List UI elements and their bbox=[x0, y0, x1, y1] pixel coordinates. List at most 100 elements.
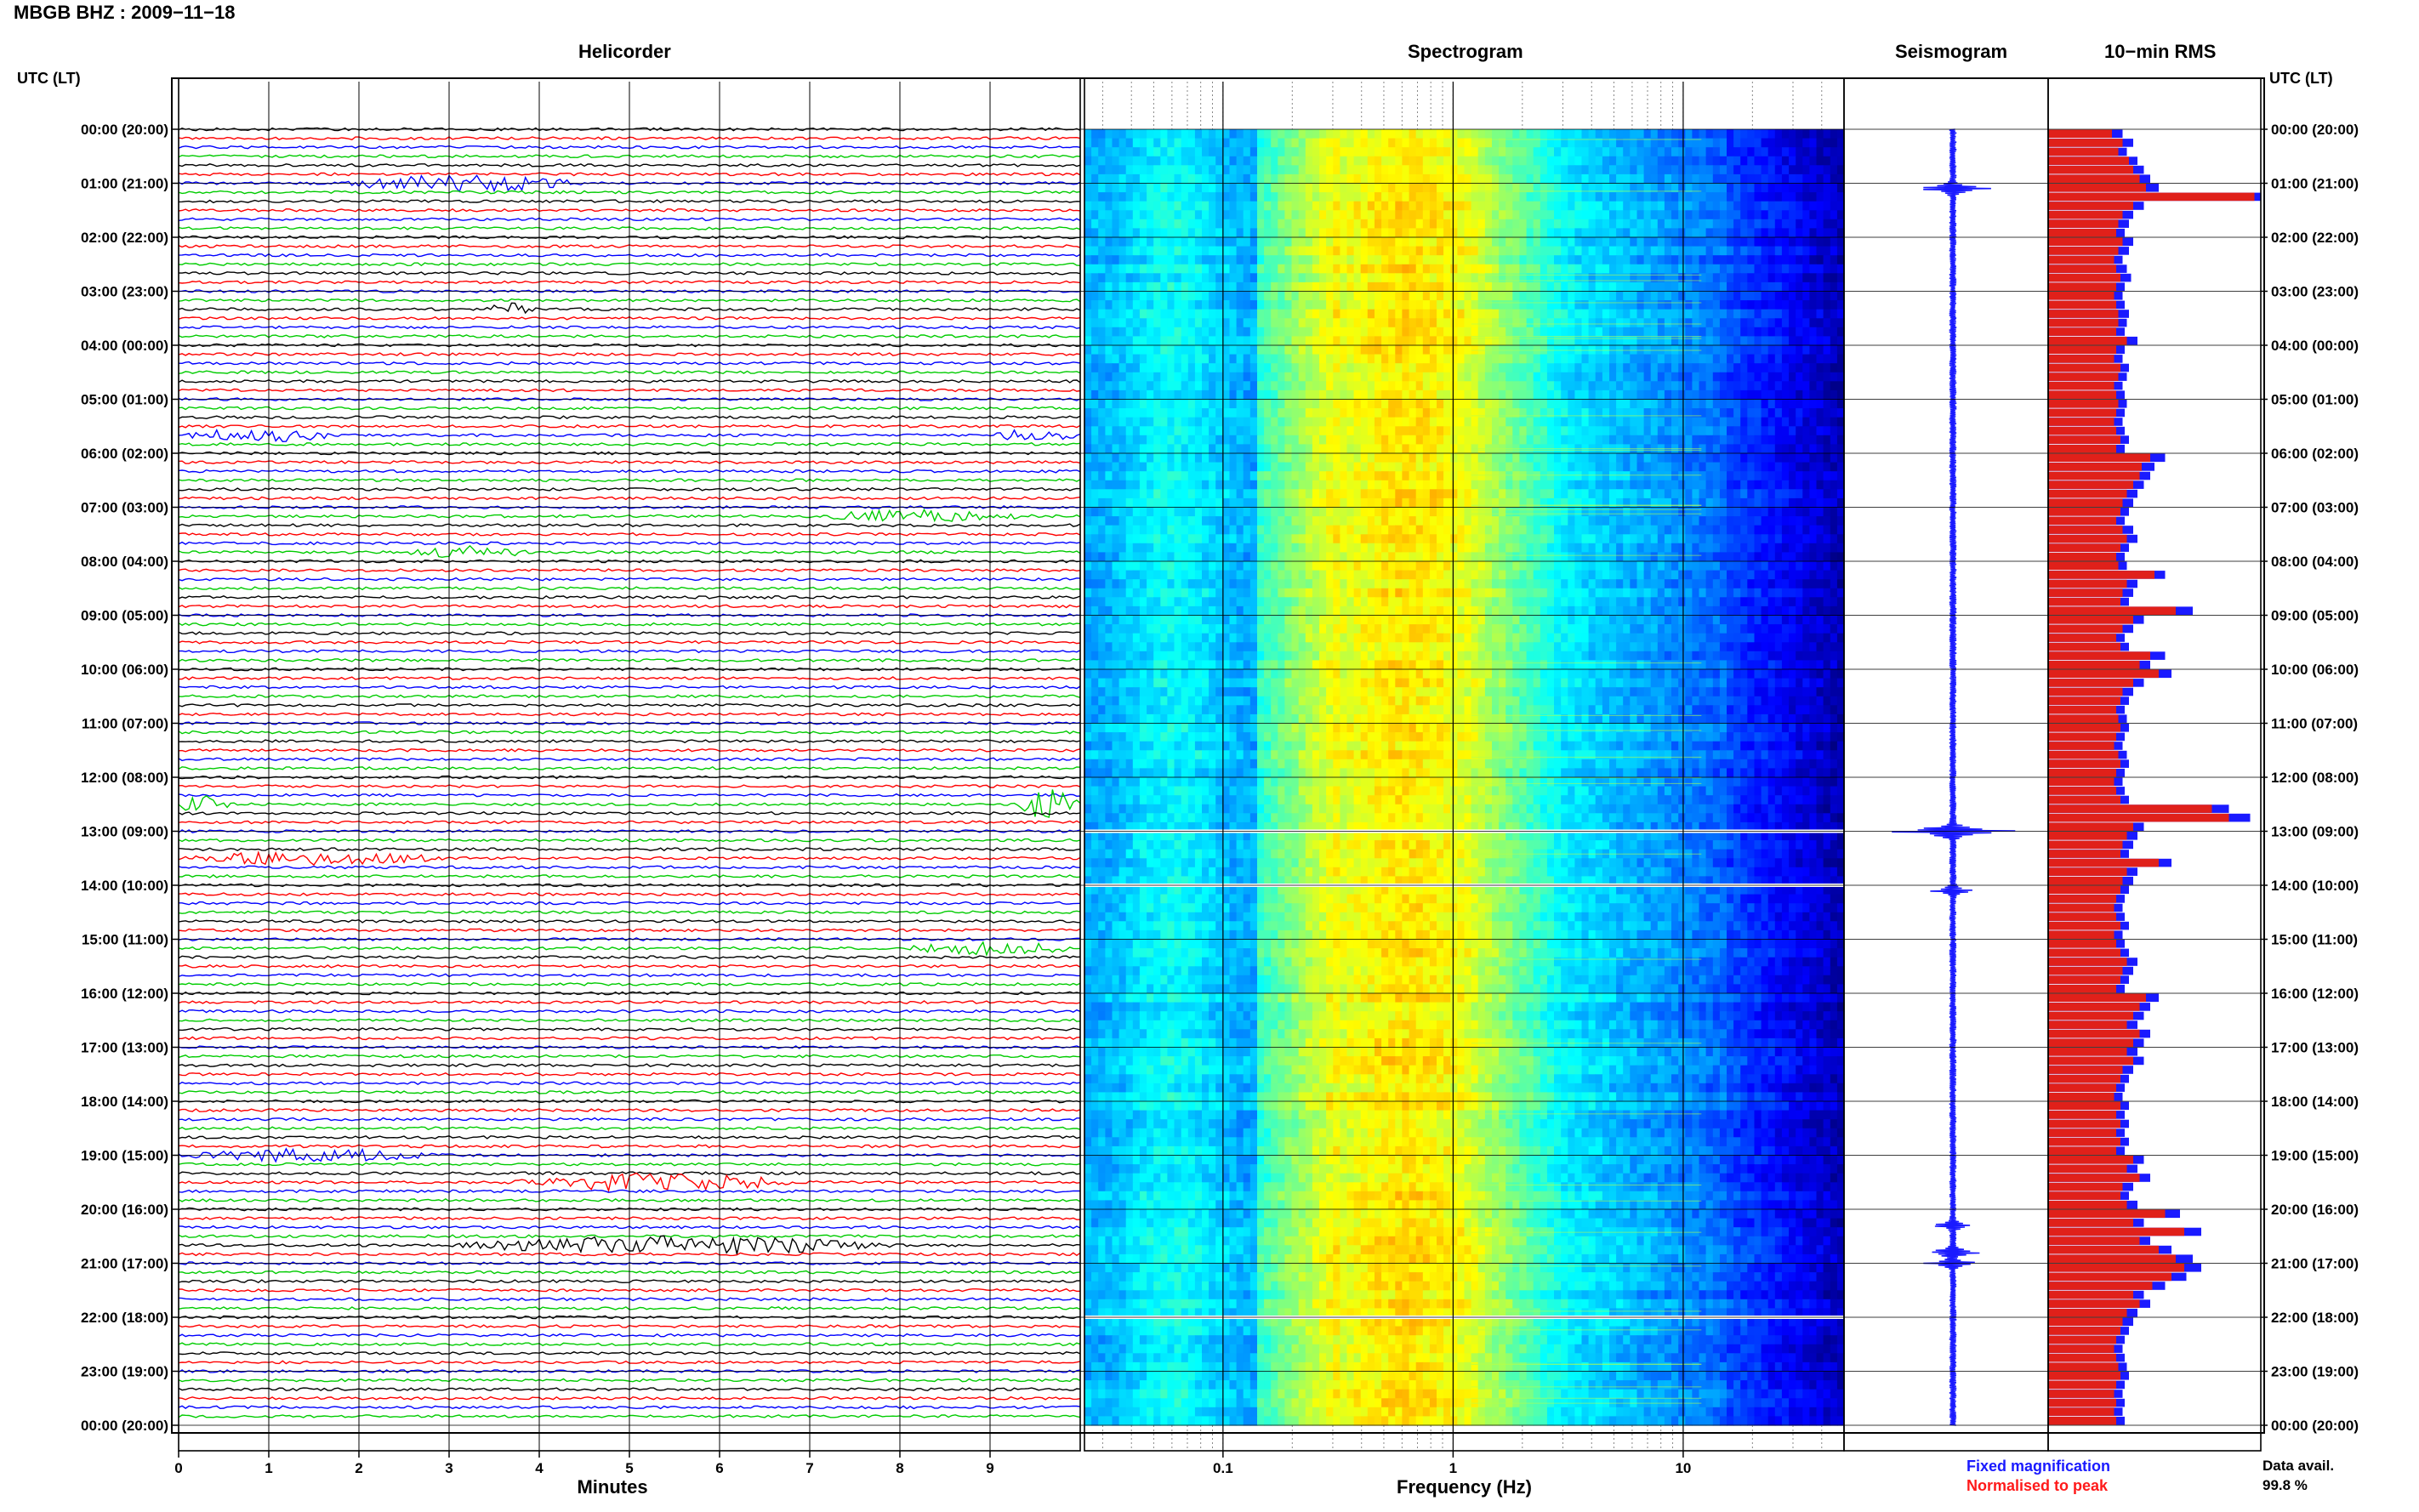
spectrogram-cell bbox=[1187, 417, 1196, 427]
spectrogram-cell bbox=[1699, 309, 1707, 319]
spectrogram-cell bbox=[1236, 507, 1244, 517]
spectrogram-cell bbox=[1512, 471, 1520, 481]
spectrogram-cell bbox=[1561, 426, 1568, 436]
spectrogram-cell bbox=[1685, 192, 1693, 202]
spectrogram-cell bbox=[1112, 327, 1120, 337]
spectrogram-cell bbox=[1789, 471, 1796, 481]
spectrogram-cell bbox=[1264, 453, 1272, 463]
spectrogram-cell bbox=[1705, 444, 1714, 454]
spectrogram-cell bbox=[1761, 480, 1769, 490]
spectrogram-cell bbox=[1312, 255, 1320, 265]
spectrogram-cell bbox=[1346, 471, 1355, 481]
spectrogram-cell bbox=[1767, 426, 1776, 436]
spectrogram-cell bbox=[1139, 183, 1147, 193]
spectrogram-cell bbox=[1243, 345, 1251, 355]
spectrogram-cell bbox=[1174, 389, 1182, 401]
spectrogram-cell bbox=[1375, 201, 1382, 211]
spectrogram-cell bbox=[1761, 273, 1769, 283]
spectrogram-cell bbox=[1678, 497, 1686, 509]
spectrogram-cell bbox=[1740, 444, 1748, 454]
spectrogram-cell bbox=[1222, 165, 1231, 175]
spectrogram-cell bbox=[1202, 327, 1210, 337]
spectrogram-cell bbox=[1284, 273, 1293, 283]
spectrogram-cell bbox=[1194, 273, 1203, 283]
spectrogram-cell bbox=[1153, 300, 1161, 310]
spectrogram-cell bbox=[1595, 138, 1603, 148]
spectrogram-cell bbox=[1636, 309, 1645, 319]
spectrogram-cell bbox=[1823, 264, 1831, 274]
spectrogram-cell bbox=[1533, 228, 1541, 238]
spectrogram-cell bbox=[1699, 497, 1707, 509]
spectrogram-cell bbox=[1147, 363, 1154, 373]
spectrogram-cell bbox=[1712, 156, 1721, 166]
spectrogram-cell bbox=[1595, 453, 1603, 463]
spectrogram-cell bbox=[1519, 480, 1528, 490]
spectrogram-cell bbox=[1574, 489, 1583, 499]
spectrogram-cell bbox=[1533, 291, 1541, 301]
spectrogram-cell bbox=[1457, 389, 1466, 401]
spectrogram-cell bbox=[1754, 281, 1762, 293]
spectrogram-cell bbox=[1360, 381, 1369, 391]
spectrogram-cell bbox=[1098, 453, 1106, 463]
spectrogram-cell bbox=[1505, 435, 1513, 445]
spectrogram-cell bbox=[1298, 156, 1306, 166]
spectrogram-cell bbox=[1747, 417, 1755, 427]
spectrogram-cell bbox=[1809, 165, 1818, 175]
spectrogram-cell bbox=[1477, 417, 1486, 427]
spectrogram-cell bbox=[1298, 300, 1306, 310]
spectrogram-cell bbox=[1360, 165, 1369, 175]
spectrogram-cell bbox=[1602, 525, 1610, 535]
spectrogram-cell bbox=[1153, 336, 1161, 346]
spectrogram-cell bbox=[1512, 264, 1520, 274]
spectrogram-cell bbox=[1712, 291, 1721, 301]
spectrogram-cell bbox=[1202, 381, 1210, 391]
spectrogram-cell bbox=[1222, 471, 1231, 481]
spectrogram-cell bbox=[1643, 426, 1652, 436]
spectrogram-cell bbox=[1754, 399, 1762, 409]
spectrogram-cell bbox=[1568, 480, 1575, 490]
spectrogram-cell bbox=[1105, 201, 1113, 211]
spectrogram-cell bbox=[1657, 147, 1665, 157]
spectrogram-cell bbox=[1132, 497, 1141, 509]
spectrogram-cell bbox=[1333, 264, 1340, 274]
spectrogram-cell bbox=[1650, 210, 1659, 220]
spectrogram-cell bbox=[1249, 273, 1258, 283]
spectrogram-cell bbox=[1284, 281, 1293, 293]
spectrogram-cell bbox=[1568, 417, 1575, 427]
spectrogram-cell bbox=[1457, 462, 1466, 472]
spectrogram-cell bbox=[1477, 237, 1486, 247]
spectrogram-cell bbox=[1319, 210, 1327, 220]
spectrogram-cell bbox=[1767, 480, 1776, 490]
spectrogram-cell bbox=[1636, 192, 1645, 202]
spectrogram-cell bbox=[1381, 336, 1389, 346]
spectrogram-cell bbox=[1789, 300, 1796, 310]
spectrogram-cell bbox=[1602, 489, 1610, 499]
spectrogram-cell bbox=[1271, 309, 1278, 319]
spectrogram-cell bbox=[1705, 228, 1714, 238]
spectrogram-cell bbox=[1816, 381, 1824, 391]
spectrogram-cell bbox=[1464, 417, 1472, 427]
spectrogram-cell bbox=[1147, 255, 1154, 265]
spectrogram-cell bbox=[1271, 363, 1278, 373]
spectrogram-cell bbox=[1167, 129, 1175, 139]
spectrogram-cell bbox=[1789, 237, 1796, 247]
spectrogram-cell bbox=[1754, 183, 1762, 193]
spectrogram-cell bbox=[1526, 273, 1534, 283]
spectrogram-cell bbox=[1147, 183, 1154, 193]
spectrogram-cell bbox=[1464, 471, 1472, 481]
spectrogram-cell bbox=[1312, 507, 1320, 517]
spectrogram-cell bbox=[1298, 138, 1306, 148]
spectrogram-cell bbox=[1153, 264, 1161, 274]
spectrogram-cell bbox=[1616, 417, 1624, 427]
spectrogram-cell bbox=[1319, 345, 1327, 355]
spectrogram-cell bbox=[1360, 237, 1369, 247]
spectrogram-cell bbox=[1816, 507, 1824, 517]
spectrogram-cell bbox=[1574, 237, 1583, 247]
spectrogram-cell bbox=[1643, 281, 1652, 293]
spectrogram-cell bbox=[1395, 516, 1403, 526]
spectrogram-cell bbox=[1181, 129, 1189, 139]
spectrogram-cell bbox=[1209, 327, 1216, 337]
spectrogram-cell bbox=[1181, 210, 1189, 220]
spectrogram-cell bbox=[1291, 507, 1300, 517]
spectrogram-cell bbox=[1367, 417, 1375, 427]
